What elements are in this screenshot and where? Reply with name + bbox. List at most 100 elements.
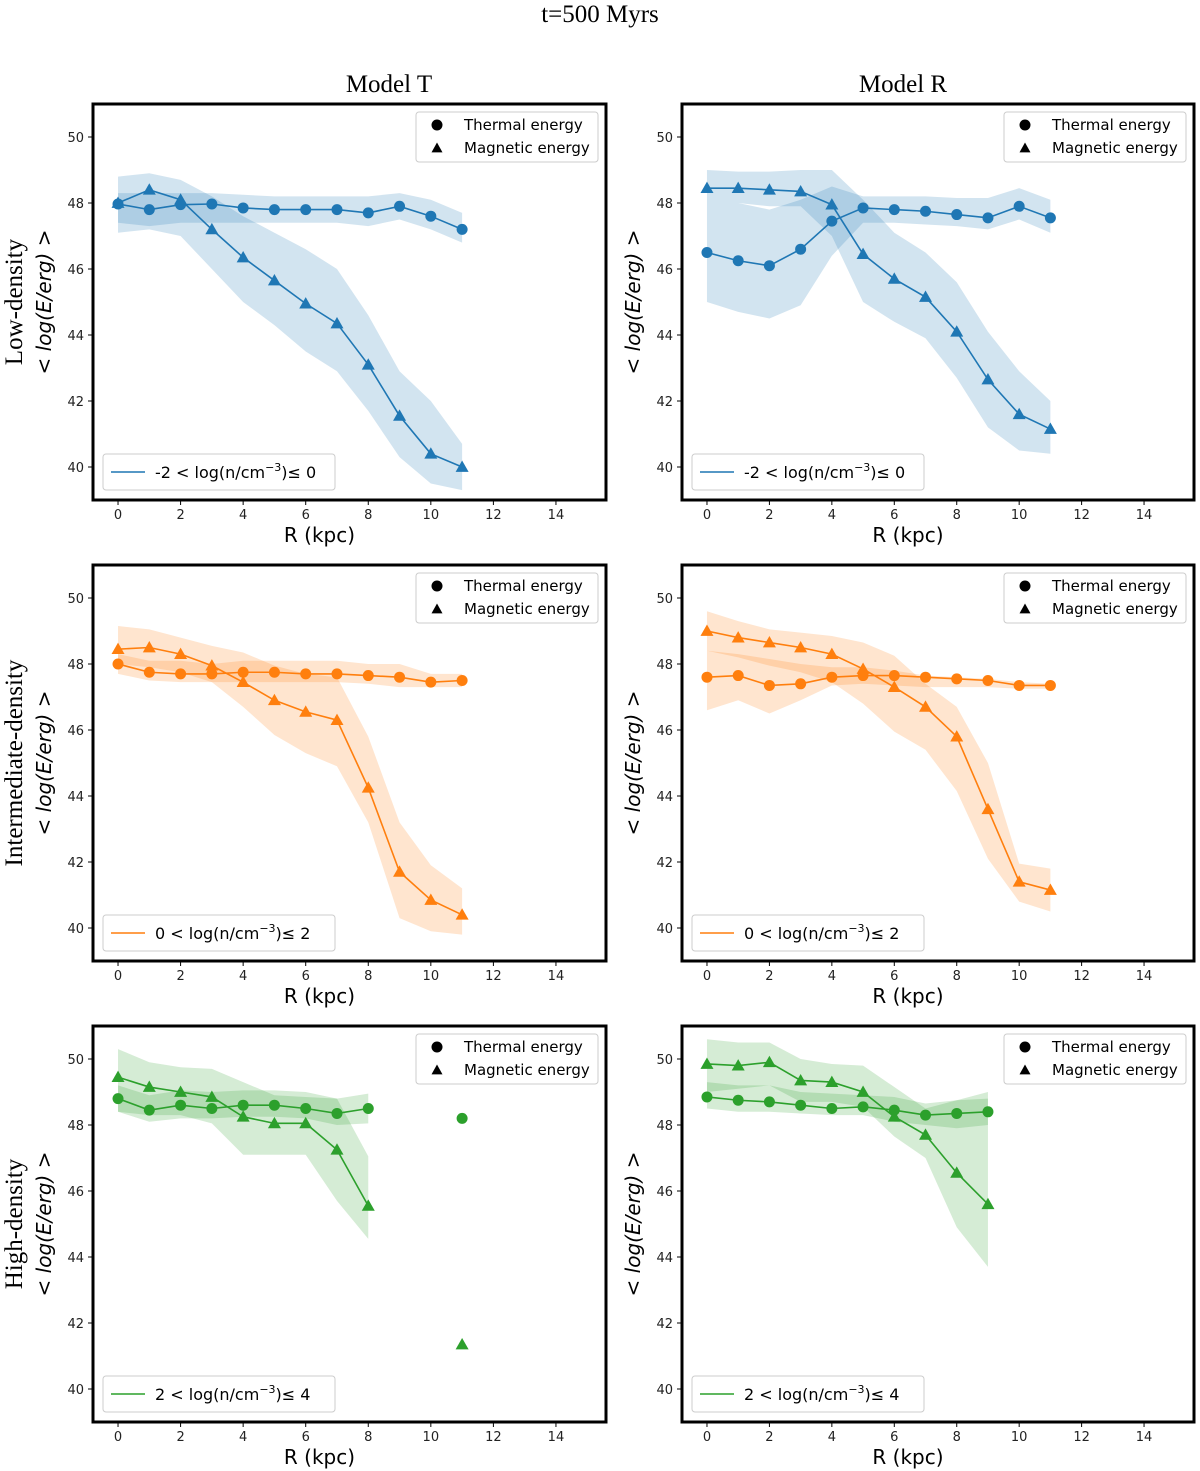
y-tick-label: 40 <box>656 461 673 476</box>
magnetic-point <box>762 636 776 648</box>
magnetic-point <box>950 730 964 742</box>
thermal-point <box>982 212 994 224</box>
column-title-model-t: Model T <box>346 71 432 98</box>
marker-legend: Thermal energy Magnetic energy <box>1003 572 1187 624</box>
thermal-point <box>888 670 900 682</box>
x-tick-label: 10 <box>423 969 440 984</box>
magnetic-point <box>887 680 901 692</box>
y-tick-label: 48 <box>67 658 84 673</box>
legend-frame <box>102 1375 336 1413</box>
magnetic-point <box>700 1057 714 1069</box>
density-legend: 2 < log(n/cm−3)≤ 4 <box>102 1375 336 1413</box>
y-tick-label: 48 <box>656 197 673 212</box>
y-tick-label: 50 <box>656 592 673 607</box>
x-tick-label: 12 <box>1073 1430 1090 1445</box>
y-axis-label: < log(E/erg) > <box>621 1152 645 1297</box>
legend-frame <box>1003 1033 1187 1085</box>
y-tick-label: 40 <box>67 922 84 937</box>
density-label-text: 2 < log(n/cm <box>155 1385 259 1404</box>
magnetic-point <box>981 1197 995 1210</box>
magnetic-point <box>700 181 714 194</box>
x-tick-label: 4 <box>239 969 247 984</box>
x-tick-label: 2 <box>765 508 773 523</box>
magnetic-point <box>1012 875 1026 887</box>
thermal-point <box>206 198 218 210</box>
circle-marker-icon <box>431 580 443 592</box>
circle-marker-icon <box>431 119 443 131</box>
x-tick-label: 10 <box>1011 969 1028 984</box>
row-label: High-density <box>1 1158 28 1289</box>
density-legend: 0 < log(n/cm−3)≤ 2 <box>691 914 925 952</box>
y-axis-label: < log(E/erg) > <box>32 1152 56 1297</box>
legend-magnetic-label: Magnetic energy <box>464 139 590 157</box>
thermal-point <box>456 223 468 235</box>
plot-area <box>682 104 1194 500</box>
thermal-point <box>362 1103 374 1114</box>
thermal-band <box>706 650 1051 714</box>
axes-frame <box>91 102 608 502</box>
density-label-exponent: −3 <box>854 461 870 474</box>
magnetic-point <box>330 1143 344 1155</box>
thermal-point <box>763 1096 775 1108</box>
thermal-point <box>331 668 343 680</box>
magnetic-point <box>794 1073 808 1086</box>
thermal-line <box>706 1096 988 1116</box>
thermal-point <box>268 666 280 678</box>
thermal-point <box>394 200 406 212</box>
x-tick-label: 2 <box>765 969 773 984</box>
x-tick-label: 10 <box>1011 1430 1028 1445</box>
magnetic-line <box>117 188 463 468</box>
y-tick-label: 46 <box>67 1185 84 1200</box>
legend-thermal-label: Thermal energy <box>463 577 583 595</box>
legend-magnetic-label: Magnetic energy <box>1052 1061 1178 1079</box>
y-tick-label: 50 <box>67 592 84 607</box>
x-tick-label: 10 <box>423 1430 440 1445</box>
magnetic-point <box>111 1070 125 1083</box>
x-tick-label: 8 <box>953 1430 961 1445</box>
x-tick-label: 14 <box>1136 969 1153 984</box>
thermal-point <box>982 1106 994 1118</box>
legend-frame <box>691 914 925 952</box>
plot-area <box>93 565 606 961</box>
y-tick-label: 46 <box>656 1185 673 1200</box>
magnetic-band <box>118 173 463 491</box>
thermal-point <box>701 247 713 258</box>
axes-frame <box>680 102 1196 502</box>
y-tick-label: 40 <box>656 922 673 937</box>
x-tick-label: 12 <box>485 1430 502 1445</box>
thermal-point <box>888 1104 900 1116</box>
y-tick-label: 44 <box>67 329 84 344</box>
plot-area <box>682 565 1194 961</box>
density-legend: 0 < log(n/cm−3)≤ 2 <box>102 914 336 952</box>
x-tick-label: 0 <box>114 969 122 984</box>
x-tick-label: 4 <box>239 508 247 523</box>
magnetic-point <box>1012 407 1026 420</box>
thermal-point <box>362 670 374 682</box>
triangle-marker-icon <box>1019 603 1031 614</box>
thermal-point <box>951 673 963 685</box>
y-tick-label: 46 <box>656 724 673 739</box>
marker-legend: Thermal energy Magnetic energy <box>415 111 599 163</box>
thermal-point <box>701 671 713 683</box>
magnetic-point <box>393 865 407 877</box>
magnetic-point-isolated <box>455 1337 469 1350</box>
axes-frame <box>91 563 608 963</box>
magnetic-line <box>706 187 1051 430</box>
x-tick-label: 2 <box>176 969 184 984</box>
legend-frame <box>102 914 336 952</box>
legend-thermal-label: Thermal energy <box>1051 577 1171 595</box>
thermal-point <box>300 204 312 216</box>
x-tick-label: 2 <box>176 1430 184 1445</box>
y-tick-label: 40 <box>656 1383 673 1398</box>
x-tick-label: 6 <box>302 969 310 984</box>
magnetic-point <box>205 222 219 235</box>
plot-area <box>682 1026 1194 1422</box>
density-legend: -2 < log(n/cm−3)≤ 0 <box>691 453 925 491</box>
magnetic-point <box>174 193 188 205</box>
density-label-exponent: −3 <box>259 1383 275 1396</box>
thermal-point <box>425 210 437 222</box>
magnetic-point <box>455 908 469 920</box>
x-tick-label: 0 <box>114 1430 122 1445</box>
x-axis-label: R (kpc) <box>284 523 355 547</box>
